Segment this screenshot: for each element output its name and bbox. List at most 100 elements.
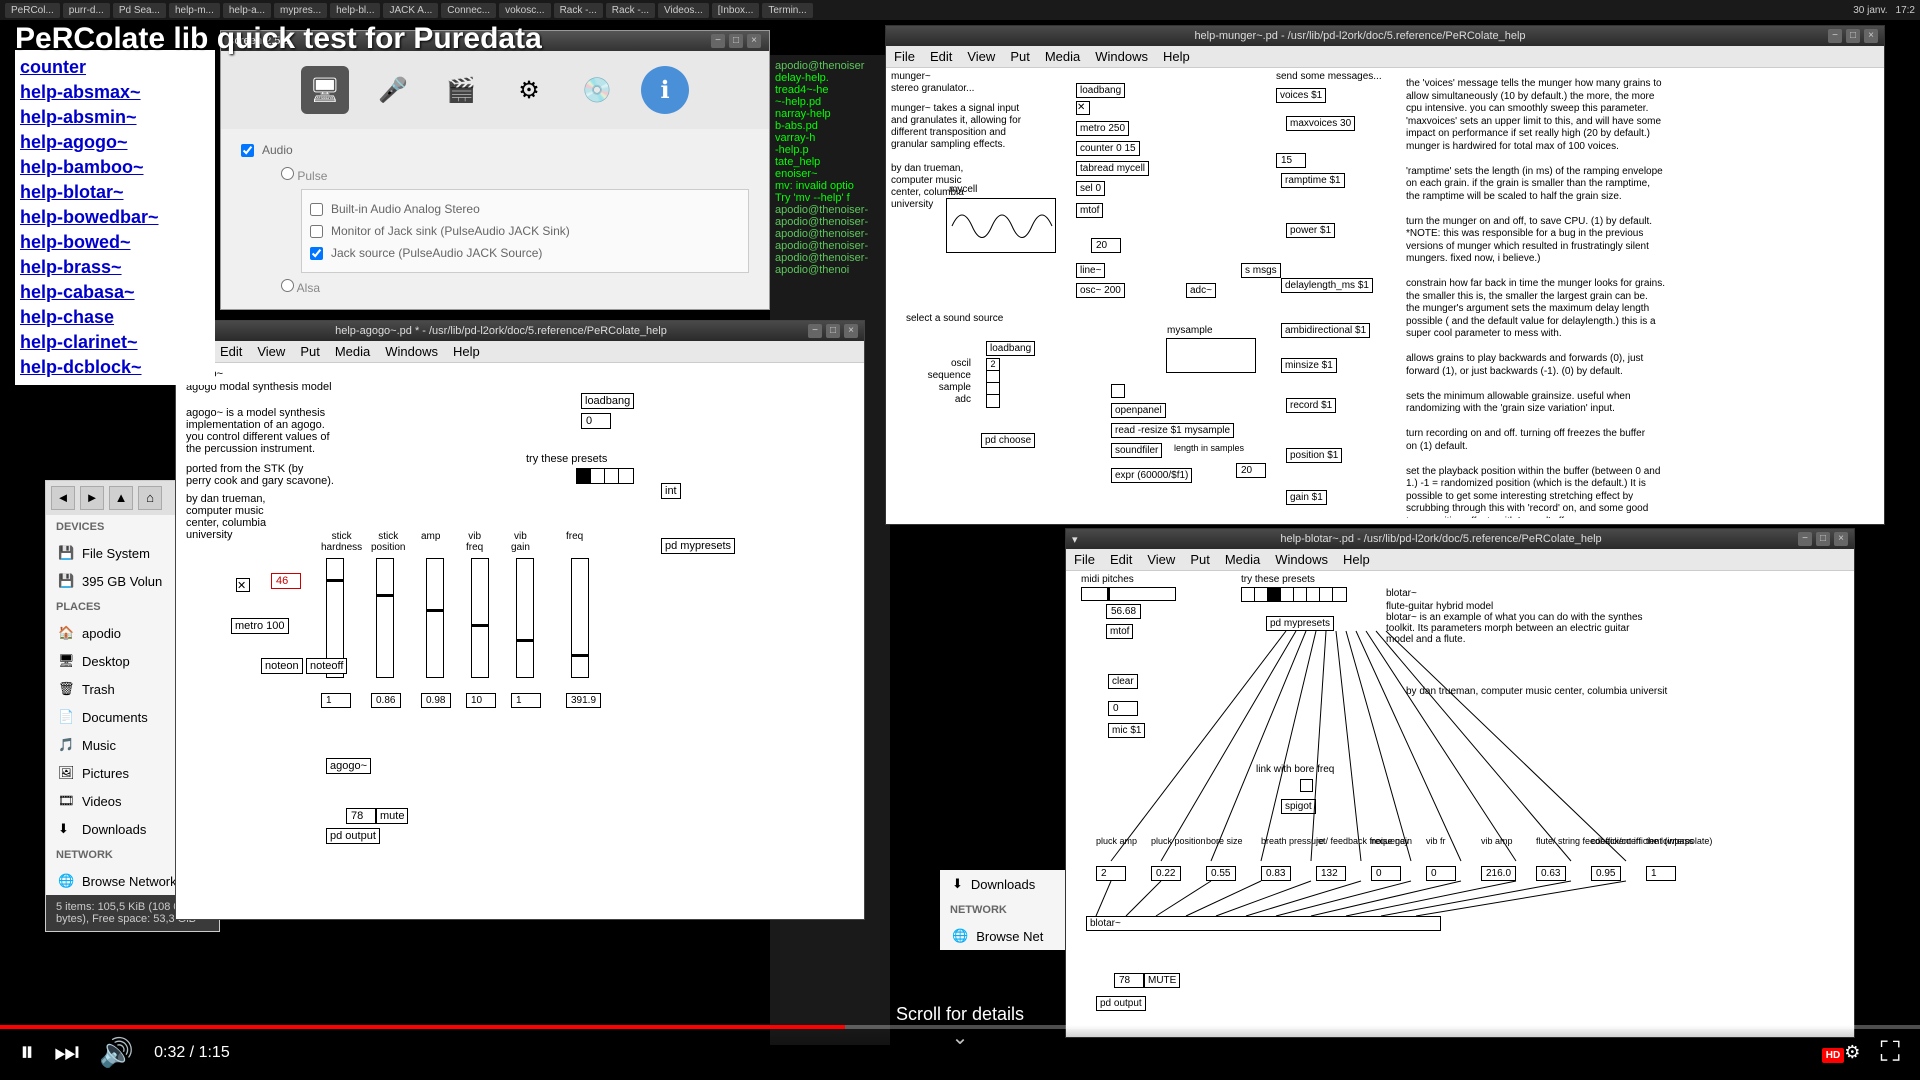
help-link[interactable]: help-clarinet~ bbox=[20, 330, 210, 355]
menu-item[interactable]: Edit bbox=[1110, 552, 1132, 567]
menu-item[interactable]: Help bbox=[1343, 552, 1370, 567]
taskbar-item[interactable]: vokosc... bbox=[499, 3, 550, 18]
taskbar-item[interactable]: Rack -... bbox=[606, 3, 655, 18]
monitor-checkbox[interactable] bbox=[310, 225, 323, 238]
maximize-button[interactable]: □ bbox=[1816, 532, 1830, 546]
close-button[interactable]: × bbox=[747, 34, 761, 48]
help-link[interactable]: help-brass~ bbox=[20, 255, 210, 280]
help-link[interactable]: help-absmin~ bbox=[20, 105, 210, 130]
alsa-radio[interactable] bbox=[281, 279, 294, 292]
bang-button[interactable]: ✕ bbox=[1076, 101, 1090, 115]
minimize-button[interactable]: − bbox=[808, 324, 822, 338]
taskbar-item[interactable]: help-a... bbox=[223, 3, 271, 18]
taskbar-item[interactable]: PeRCol... bbox=[5, 3, 60, 18]
info-icon[interactable]: ℹ bbox=[641, 66, 689, 114]
menu-item[interactable]: Put bbox=[300, 344, 320, 359]
help-link[interactable]: help-bowedbar~ bbox=[20, 205, 210, 230]
settings-button[interactable]: HD⚙ bbox=[1822, 1042, 1861, 1063]
next-button[interactable]: ⏭ bbox=[54, 1036, 79, 1069]
volume-button[interactable]: 🔊 bbox=[99, 1036, 134, 1069]
menu-item[interactable]: Edit bbox=[930, 49, 952, 64]
slider[interactable] bbox=[571, 558, 589, 678]
preset-radio[interactable] bbox=[619, 469, 633, 483]
help-link[interactable]: counter bbox=[20, 55, 210, 80]
help-link[interactable]: help-bamboo~ bbox=[20, 155, 210, 180]
maximize-button[interactable]: □ bbox=[1846, 29, 1860, 43]
preset-radio[interactable] bbox=[591, 469, 605, 483]
audio-checkbox[interactable] bbox=[241, 144, 254, 157]
midi-slider[interactable] bbox=[1081, 587, 1176, 601]
taskbar-item[interactable]: purr-d... bbox=[63, 3, 110, 18]
taskbar-item[interactable]: Connec... bbox=[441, 3, 496, 18]
progress-bar[interactable] bbox=[0, 1025, 1920, 1029]
disc-icon[interactable]: 💿 bbox=[573, 66, 621, 114]
close-button[interactable]: × bbox=[1864, 29, 1878, 43]
menu-item[interactable]: Windows bbox=[385, 344, 438, 359]
pause-button[interactable]: ⏸ bbox=[20, 1036, 34, 1069]
menu-item[interactable]: View bbox=[257, 344, 285, 359]
jacksrc-checkbox[interactable] bbox=[310, 247, 323, 260]
menu-item[interactable]: Put bbox=[1010, 49, 1030, 64]
menu-item[interactable]: Windows bbox=[1095, 49, 1148, 64]
slider[interactable] bbox=[426, 558, 444, 678]
back-button[interactable]: ◄ bbox=[51, 486, 75, 510]
bang-button[interactable] bbox=[1111, 384, 1125, 398]
fullscreen-button[interactable]: ⛶ bbox=[1880, 1036, 1900, 1069]
gear-icon[interactable]: ⚙ bbox=[505, 66, 553, 114]
home-button[interactable]: ⌂ bbox=[138, 486, 162, 510]
menu-item[interactable]: View bbox=[1147, 552, 1175, 567]
menu-item[interactable]: Put bbox=[1190, 552, 1210, 567]
display-icon[interactable]: 🖥 bbox=[301, 66, 349, 114]
menu-item[interactable]: Media bbox=[1225, 552, 1260, 567]
agogo-patch-window: ▾ help-agogo~.pd * - /usr/lib/pd-l2ork/d… bbox=[175, 320, 865, 920]
menu-item[interactable]: View bbox=[967, 49, 995, 64]
taskbar-item[interactable]: mypres... bbox=[274, 3, 327, 18]
help-link[interactable]: help-agogo~ bbox=[20, 130, 210, 155]
menu-item[interactable]: Help bbox=[453, 344, 480, 359]
taskbar-item[interactable]: Pd Sea... bbox=[113, 3, 166, 18]
help-link[interactable]: help-blotar~ bbox=[20, 180, 210, 205]
toggle[interactable] bbox=[1300, 779, 1313, 792]
menu-item[interactable]: Edit bbox=[220, 344, 242, 359]
menu-item[interactable]: File bbox=[1074, 552, 1095, 567]
pd-mypresets[interactable]: pd mypresets bbox=[661, 538, 735, 554]
preset-radio[interactable] bbox=[605, 469, 619, 483]
slider[interactable] bbox=[471, 558, 489, 678]
forward-button[interactable]: ► bbox=[80, 486, 104, 510]
mic-icon[interactable]: 🎤 bbox=[369, 66, 417, 114]
bang-button[interactable]: ✕ bbox=[236, 578, 250, 592]
help-link[interactable]: help-chase bbox=[20, 305, 210, 330]
minimize-button[interactable]: − bbox=[1798, 532, 1812, 546]
help-link[interactable]: help-dcblock~ bbox=[20, 355, 210, 380]
pulse-radio[interactable] bbox=[281, 167, 294, 180]
preset-radio[interactable] bbox=[577, 469, 591, 483]
media-icon[interactable]: 🎬 bbox=[437, 66, 485, 114]
taskbar-item[interactable]: Termin... bbox=[762, 3, 812, 18]
slider[interactable] bbox=[516, 558, 534, 678]
taskbar-item[interactable]: JACK A... bbox=[383, 3, 438, 18]
up-button[interactable]: ▲ bbox=[109, 486, 133, 510]
menu-item[interactable]: Media bbox=[335, 344, 370, 359]
close-button[interactable]: × bbox=[844, 324, 858, 338]
taskbar-item[interactable]: help-bl... bbox=[330, 3, 380, 18]
taskbar-item[interactable]: Videos... bbox=[658, 3, 709, 18]
menu-item[interactable]: Help bbox=[1163, 49, 1190, 64]
taskbar-item[interactable]: [Inbox... bbox=[712, 3, 760, 18]
taskbar-item[interactable]: help-m... bbox=[169, 3, 220, 18]
minimize-button[interactable]: − bbox=[711, 34, 725, 48]
minimize-button[interactable]: − bbox=[1828, 29, 1842, 43]
close-button[interactable]: × bbox=[1834, 532, 1848, 546]
screen-settings-window: screen 2.5.0 − □ × 🖥 🎤 🎬 ⚙ 💿 ℹ Audio Pul… bbox=[220, 30, 770, 310]
help-link[interactable]: help-absmax~ bbox=[20, 80, 210, 105]
menu-item[interactable]: Media bbox=[1045, 49, 1080, 64]
menu-item[interactable]: File bbox=[894, 49, 915, 64]
loadbang-object[interactable]: loadbang bbox=[581, 393, 634, 409]
menu-item[interactable]: Windows bbox=[1275, 552, 1328, 567]
builtin-checkbox[interactable] bbox=[310, 203, 323, 216]
help-link[interactable]: help-cabasa~ bbox=[20, 280, 210, 305]
slider[interactable] bbox=[376, 558, 394, 678]
maximize-button[interactable]: □ bbox=[729, 34, 743, 48]
taskbar-item[interactable]: Rack -... bbox=[554, 3, 603, 18]
maximize-button[interactable]: □ bbox=[826, 324, 840, 338]
help-link[interactable]: help-bowed~ bbox=[20, 230, 210, 255]
